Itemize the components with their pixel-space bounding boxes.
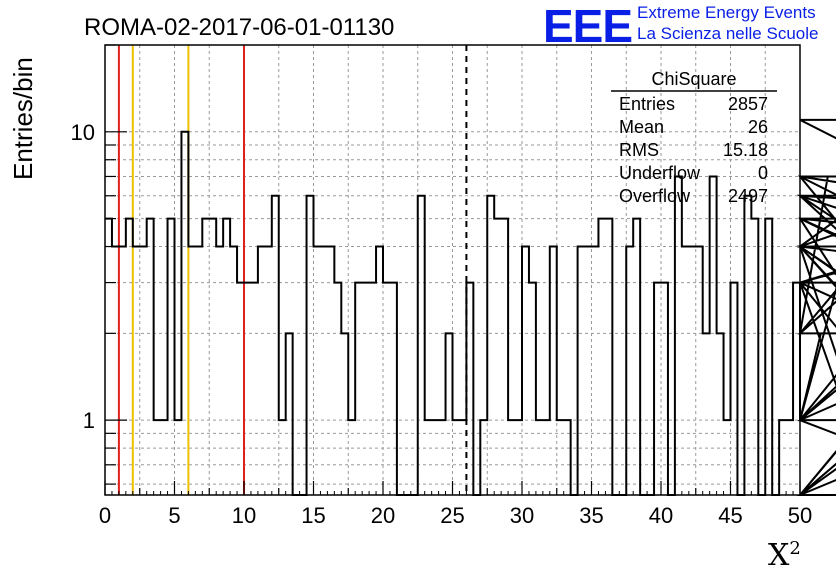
x-tick-label: 15 xyxy=(301,503,325,528)
stats-label-overflow: Overflow xyxy=(619,186,691,206)
x-tick-label: 20 xyxy=(371,503,395,528)
y-axis-label: Entries/bin xyxy=(8,57,38,180)
stats-value-rms: 15.18 xyxy=(723,140,768,160)
x-tick-label: 40 xyxy=(649,503,673,528)
x-tick-label: 10 xyxy=(232,503,256,528)
stats-label-mean: Mean xyxy=(619,117,664,137)
x-tick-label: 35 xyxy=(579,503,603,528)
stats-title: ChiSquare xyxy=(651,69,736,89)
stats-value-entries: 2857 xyxy=(728,94,768,114)
x-tick-label: 30 xyxy=(510,503,534,528)
stats-value-mean: 26 xyxy=(748,117,768,137)
x-tick-label: 45 xyxy=(718,503,742,528)
logo-line-2: La Scienza nelle Scuole xyxy=(637,24,818,43)
stats-box: ChiSquare Entries 2857 Mean 26 RMS 15.18… xyxy=(611,69,777,206)
y-tick-label: 10 xyxy=(71,120,95,145)
x-axis-label: X2 xyxy=(768,538,801,572)
y-tick-label: 1 xyxy=(83,408,95,433)
stats-label-entries: Entries xyxy=(619,94,675,114)
x-tick-label: 50 xyxy=(788,503,812,528)
x-tick-label: 25 xyxy=(440,503,464,528)
chart-title: ROMA-02-2017-06-01-01130 xyxy=(84,14,394,41)
stats-value-overflow: 2497 xyxy=(728,186,768,206)
eee-logo: EEE xyxy=(543,0,632,52)
stats-label-rms: RMS xyxy=(619,140,659,160)
logo-line-1: Extreme Energy Events xyxy=(637,3,816,22)
axis-ticks: 0 5 10 15 20 25 30 35 40 45 50 1 10 xyxy=(71,44,812,528)
x-tick-label: 5 xyxy=(168,503,180,528)
x-tick-label: 0 xyxy=(99,503,111,528)
stats-value-underflow: 0 xyxy=(758,163,768,183)
stats-label-underflow: Underflow xyxy=(619,163,701,183)
histogram-series xyxy=(105,118,836,496)
